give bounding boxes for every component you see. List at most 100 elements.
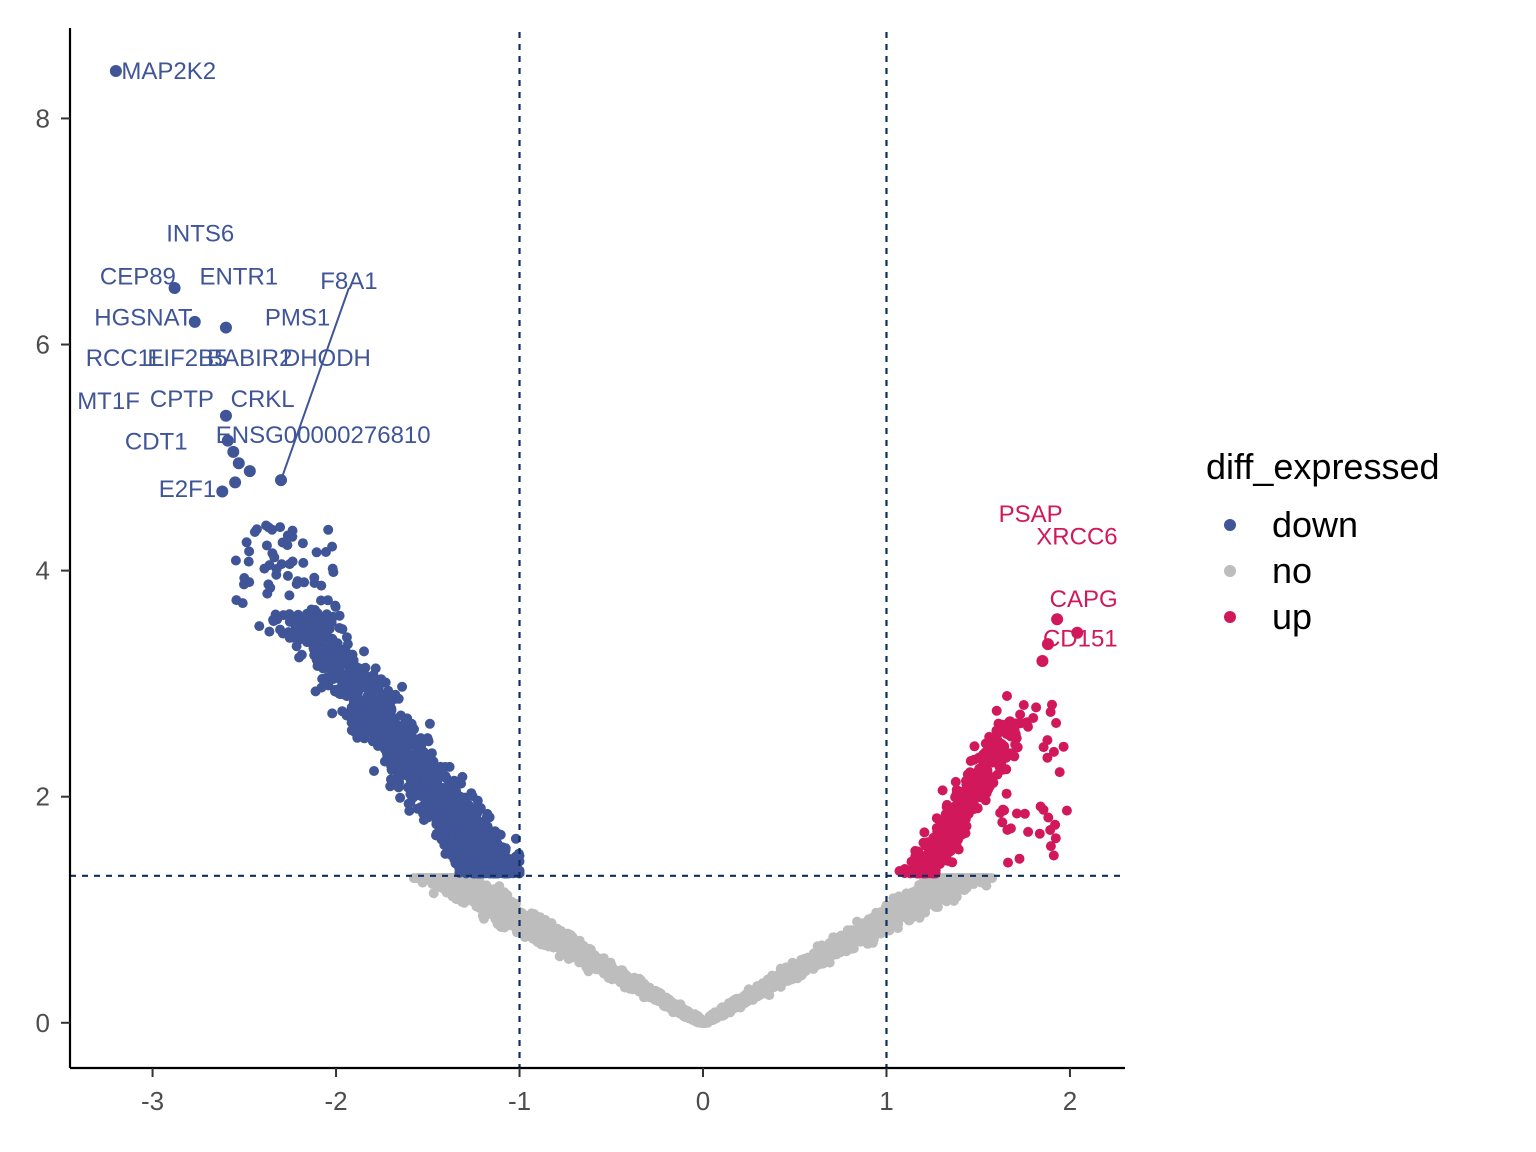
point-up xyxy=(1028,713,1039,723)
point-no xyxy=(925,897,936,908)
point-down xyxy=(373,720,384,731)
point-no xyxy=(534,925,545,936)
point-up xyxy=(1045,825,1056,835)
legend-item-down: down xyxy=(1206,502,1440,548)
point-down xyxy=(430,786,441,797)
point-down xyxy=(359,711,370,721)
y-tick-label: 8 xyxy=(36,103,50,133)
point-up xyxy=(1045,841,1056,852)
point-no xyxy=(874,911,885,922)
point-up xyxy=(999,805,1010,816)
point-up xyxy=(997,817,1008,828)
point-dhodh xyxy=(227,445,240,458)
point-down xyxy=(497,842,508,853)
point-down xyxy=(430,800,441,811)
point-down xyxy=(451,786,462,797)
legend-item-up: up xyxy=(1206,594,1440,640)
point-no xyxy=(697,1017,708,1028)
point-no xyxy=(770,974,780,984)
point-down xyxy=(339,689,350,700)
point-no xyxy=(603,961,614,972)
point-down xyxy=(349,673,360,684)
point-no xyxy=(589,950,600,961)
point-down xyxy=(399,718,410,729)
point-no xyxy=(574,935,585,946)
point-down xyxy=(337,624,348,635)
gene-label-e2f1: E2F1 xyxy=(159,476,216,503)
point-no xyxy=(717,1006,728,1017)
point-up xyxy=(1005,731,1016,742)
point-down xyxy=(241,537,252,548)
point-down xyxy=(335,660,345,671)
point-cd151 xyxy=(1036,655,1049,668)
point-down xyxy=(259,563,270,574)
point-down xyxy=(263,522,274,533)
point-up xyxy=(919,827,930,838)
point-no xyxy=(469,896,480,907)
point-down xyxy=(440,762,451,772)
point-down xyxy=(380,692,391,703)
point-no xyxy=(933,883,944,894)
point-no xyxy=(899,910,910,921)
point-up xyxy=(965,774,976,785)
point-down xyxy=(424,718,435,729)
point-capg xyxy=(1041,638,1054,651)
point-no xyxy=(628,984,638,995)
point-down xyxy=(472,808,483,819)
gene-label-rcc1l: RCC1L xyxy=(86,345,165,372)
point-down xyxy=(403,798,414,809)
point-down xyxy=(369,688,380,699)
point-no xyxy=(497,905,508,916)
point-down xyxy=(317,631,328,642)
point-up xyxy=(957,812,968,823)
point-no xyxy=(509,917,520,928)
point-down xyxy=(268,616,279,627)
point-down xyxy=(367,736,378,747)
point-down xyxy=(328,611,339,622)
point-down xyxy=(284,590,295,601)
gene-label-map2k2: MAP2K2 xyxy=(121,58,216,85)
point-down xyxy=(402,744,412,754)
gene-label-pms1: PMS1 xyxy=(265,304,330,331)
point-no xyxy=(908,904,919,915)
point-no xyxy=(492,886,503,897)
gene-label-cd151: CD151 xyxy=(1043,625,1118,652)
highlighted-points xyxy=(109,64,1084,668)
point-up xyxy=(1048,746,1059,757)
point-no xyxy=(893,918,904,929)
x-tick-label: -3 xyxy=(141,1086,164,1116)
gene-label-capg: CAPG xyxy=(1050,586,1118,613)
point-down xyxy=(313,641,324,652)
legend-label-up: up xyxy=(1272,596,1313,637)
x-tick-label: -1 xyxy=(508,1086,531,1116)
point-up xyxy=(918,861,929,871)
threshold-lines xyxy=(70,32,1125,1068)
point-down xyxy=(306,604,317,615)
point-no xyxy=(914,912,925,923)
point-down xyxy=(282,530,293,541)
point-down xyxy=(352,732,363,743)
point-up xyxy=(953,844,964,855)
point-down xyxy=(464,831,475,842)
point-down xyxy=(409,770,420,781)
point-up xyxy=(1042,735,1053,746)
point-no xyxy=(733,1001,744,1012)
point-down xyxy=(316,580,327,591)
gene-label-dhodh: DHODH xyxy=(283,345,371,372)
point-down xyxy=(461,868,472,879)
point-up xyxy=(1038,804,1049,815)
point-no xyxy=(782,970,793,981)
gene-label-entr1: ENTR1 xyxy=(199,264,278,291)
point-up xyxy=(982,749,993,760)
legend-key-no xyxy=(1224,565,1236,577)
point-down xyxy=(440,771,451,782)
point-up xyxy=(1002,824,1013,835)
point-no xyxy=(577,950,588,961)
y-tick-label: 6 xyxy=(36,330,50,360)
point-down xyxy=(271,569,282,580)
point-up xyxy=(998,720,1009,731)
point-down xyxy=(292,576,303,587)
point-up xyxy=(1043,812,1054,823)
point-no xyxy=(924,889,935,900)
point-up xyxy=(1061,805,1072,816)
